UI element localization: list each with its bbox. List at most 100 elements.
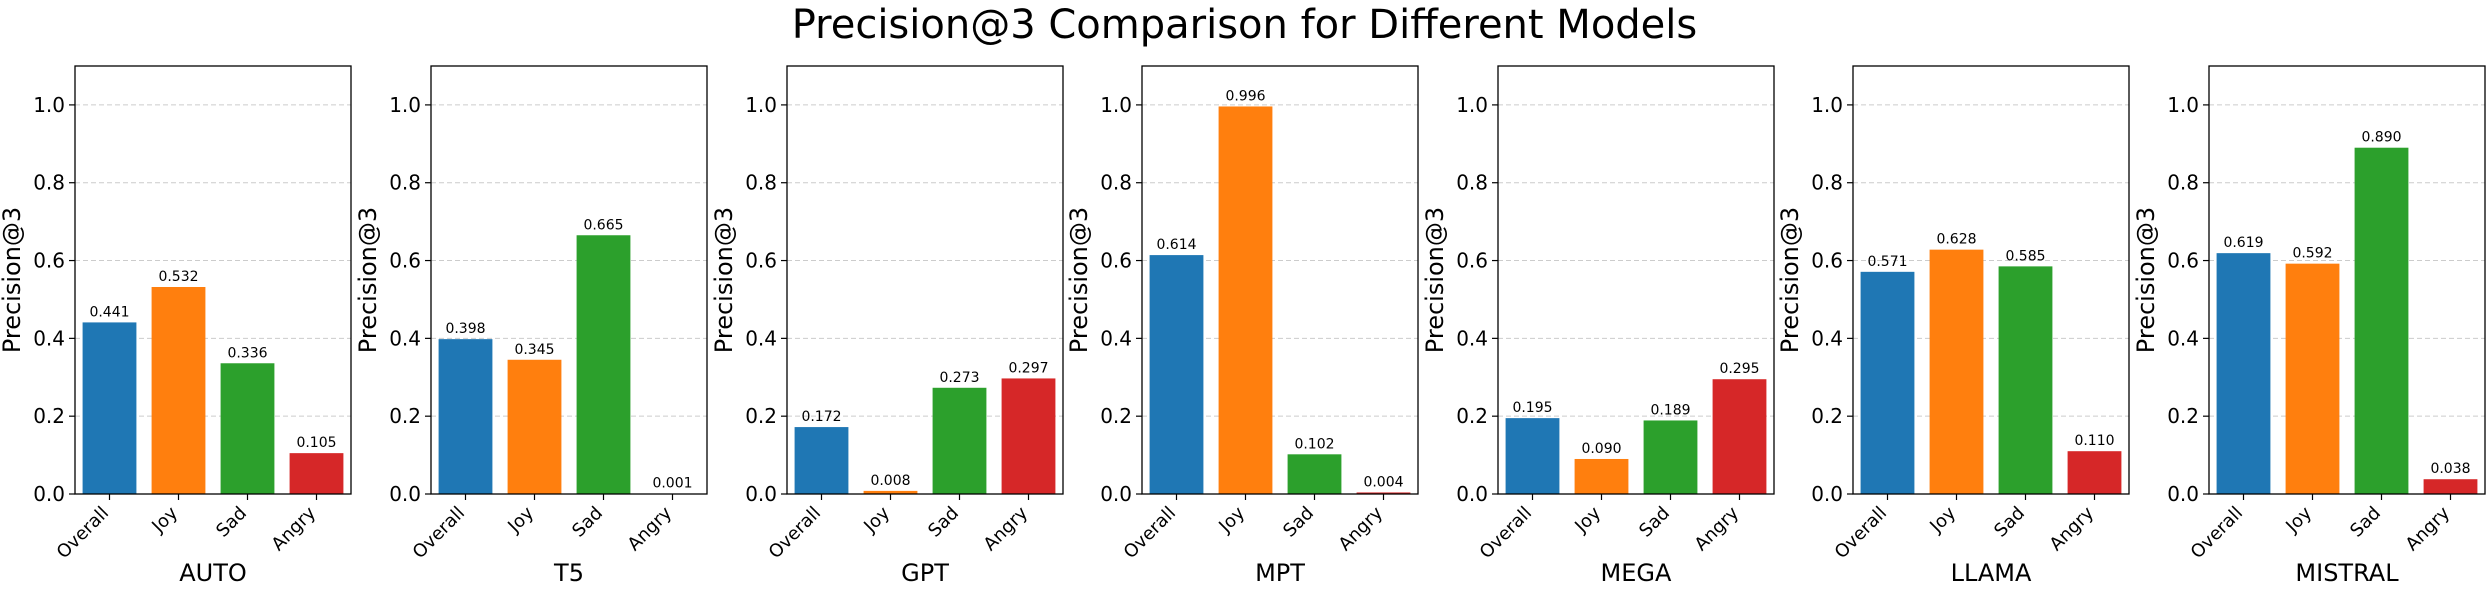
y-tick-label: 0.2 — [33, 404, 65, 428]
y-tick-label: 0.8 — [1811, 171, 1843, 195]
y-tick-label: 0.8 — [1456, 171, 1488, 195]
bar-overall — [438, 339, 493, 494]
bar-joy — [1929, 249, 1984, 494]
bar-value-label: 0.628 — [1936, 232, 1976, 248]
bar-angry — [2423, 479, 2478, 494]
bar-joy — [1574, 458, 1629, 494]
x-axis-label: AUTO — [179, 559, 247, 587]
y-tick-label: 0.2 — [1100, 404, 1132, 428]
bar-value-label: 0.172 — [801, 409, 841, 425]
bar-overall — [82, 322, 137, 494]
y-tick-label: 0.6 — [389, 249, 421, 273]
bar-sad — [932, 387, 987, 494]
y-tick-label: 0.2 — [389, 404, 421, 428]
x-tick-label: Joy — [859, 502, 894, 537]
y-tick-label: 0.4 — [1100, 326, 1132, 350]
y-tick-label: 1.0 — [33, 93, 65, 117]
x-tick-label: Sad — [924, 503, 963, 542]
x-tick-label: Overall — [765, 503, 825, 563]
y-tick-label: 0.0 — [2167, 482, 2199, 506]
bar-sad — [1287, 454, 1342, 494]
y-tick-label: 1.0 — [389, 93, 421, 117]
y-tick-label: 0.6 — [33, 249, 65, 273]
bar-value-label: 0.038 — [2430, 461, 2470, 477]
bar-sad — [220, 363, 275, 494]
bar-angry — [1356, 492, 1411, 494]
x-tick-label: Sad — [1279, 503, 1318, 542]
y-tick-label: 1.0 — [1456, 93, 1488, 117]
y-tick-label: 0.6 — [1456, 249, 1488, 273]
y-tick-label: 0.0 — [33, 482, 65, 506]
subplot-llama: 0.0 0.2 0.4 0.6 0.8 1.0 0.571 Overall 0.628 Joy 0.… — [1776, 65, 2130, 587]
x-tick-label: Angry — [268, 502, 321, 555]
x-axis-label: MEGA — [1601, 559, 1672, 587]
y-axis-label: Precision@3 — [1421, 207, 1449, 353]
y-tick-label: 1.0 — [2167, 93, 2199, 117]
x-axis-label: T5 — [553, 559, 584, 587]
subplot-t5: 0.0 0.2 0.4 0.6 0.8 1.0 0.398 Overall 0.345 Joy 0.… — [354, 65, 708, 587]
bar-value-label: 0.345 — [514, 342, 554, 358]
x-tick-label: Overall — [1120, 503, 1180, 563]
y-axis-label: Precision@3 — [1065, 207, 1093, 353]
y-tick-label: 0.8 — [33, 171, 65, 195]
x-tick-label: Angry — [980, 502, 1033, 555]
bar-value-label: 0.004 — [1363, 474, 1403, 490]
y-tick-label: 0.4 — [1456, 326, 1488, 350]
x-tick-label: Sad — [568, 503, 607, 542]
y-tick-label: 0.4 — [745, 326, 777, 350]
y-axis-label: Precision@3 — [2132, 207, 2160, 353]
x-tick-label: Angry — [2046, 502, 2099, 555]
subplot-auto: 0.0 0.2 0.4 0.6 0.8 1.0 0.441 Overall 0.532 Joy 0.… — [0, 65, 352, 587]
subplot-mistral: 0.0 0.2 0.4 0.6 0.8 1.0 0.619 Overall 0.592 Joy 0.… — [2132, 65, 2486, 587]
bar-joy — [2285, 263, 2340, 494]
y-tick-label: 0.2 — [2167, 404, 2199, 428]
bar-overall — [1860, 271, 1915, 494]
bar-value-label: 0.532 — [158, 269, 198, 285]
bar-value-label: 0.619 — [2223, 235, 2263, 251]
x-tick-label: Overall — [2187, 503, 2247, 563]
bar-sad — [576, 235, 631, 494]
y-axis-label: Precision@3 — [1776, 207, 1804, 353]
bar-value-label: 0.001 — [652, 476, 692, 492]
plot-frame — [786, 65, 1064, 495]
bar-sad — [2354, 147, 2409, 494]
x-tick-label: Overall — [1831, 503, 1891, 563]
y-tick-label: 0.0 — [1456, 482, 1488, 506]
plot-frame — [430, 65, 708, 495]
y-tick-label: 0.0 — [1100, 482, 1132, 506]
y-axis-label: Precision@3 — [0, 207, 26, 353]
bar-value-label: 0.090 — [1581, 441, 1621, 457]
y-tick-label: 0.8 — [1100, 171, 1132, 195]
bar-value-label: 0.336 — [227, 345, 267, 361]
x-axis-label: GPT — [901, 559, 949, 587]
y-tick-label: 0.2 — [1456, 404, 1488, 428]
y-tick-label: 0.6 — [1100, 249, 1132, 273]
bar-value-label: 0.110 — [2074, 433, 2114, 449]
x-tick-label: Angry — [1691, 502, 1744, 555]
x-tick-label: Angry — [1335, 502, 1388, 555]
y-tick-label: 0.0 — [1811, 482, 1843, 506]
x-tick-label: Sad — [212, 503, 251, 542]
y-tick-label: 1.0 — [745, 93, 777, 117]
bar-joy — [1218, 106, 1273, 494]
x-axis-label: MISTRAL — [2295, 559, 2399, 587]
x-tick-label: Joy — [1214, 502, 1249, 537]
figure-title: Precision@3 Comparison for Different Mod… — [792, 2, 1698, 48]
bar-angry — [1001, 378, 1056, 494]
subplot-panels: 0.00.20.40.60.81.00.441Overall0.532Joy0.… — [0, 65, 2486, 587]
x-tick-label: Joy — [2281, 502, 2316, 537]
y-tick-label: 0.4 — [33, 326, 65, 350]
x-tick-label: Sad — [1990, 503, 2029, 542]
x-tick-label: Joy — [503, 502, 538, 537]
bar-value-label: 0.398 — [445, 321, 485, 337]
bar-sad — [1998, 266, 2053, 494]
y-tick-label: 0.6 — [1811, 249, 1843, 273]
x-tick-label: Joy — [147, 502, 182, 537]
subplot-gpt: 0.0 0.2 0.4 0.6 0.8 1.0 0.172 Overall 0.008 Joy 0.… — [710, 65, 1064, 587]
bar-joy — [863, 490, 918, 494]
y-tick-label: 0.2 — [1811, 404, 1843, 428]
bar-overall — [1505, 418, 1560, 494]
bar-value-label: 0.614 — [1156, 237, 1196, 253]
bar-value-label: 0.189 — [1650, 402, 1690, 418]
